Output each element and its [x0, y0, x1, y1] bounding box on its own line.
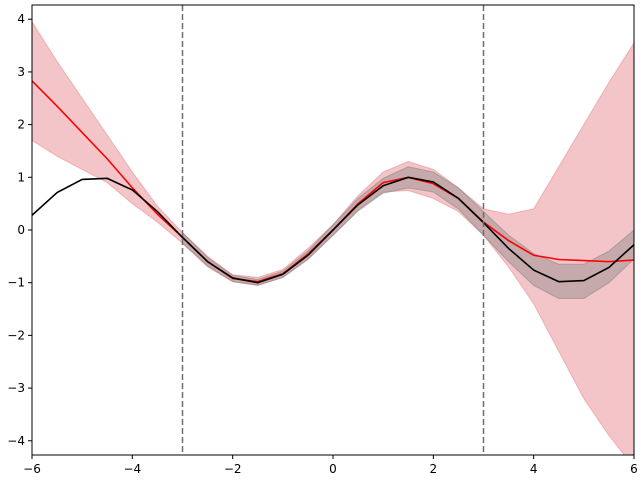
y-tick-label: 1 — [17, 170, 25, 184]
x-tick-label: −4 — [123, 462, 141, 476]
y-tick-label: 2 — [17, 118, 25, 132]
x-tick-label: −2 — [224, 462, 242, 476]
x-tick-label: 0 — [329, 462, 337, 476]
confidence-band — [32, 20, 634, 455]
x-tick-label: 4 — [530, 462, 538, 476]
line — [32, 176, 634, 284]
y-tick-label: 0 — [17, 223, 25, 237]
x-tick-label: 2 — [430, 462, 438, 476]
y-tick-label: −1 — [7, 276, 25, 290]
x-tick-label: −6 — [23, 462, 41, 476]
y-tick-label: 3 — [17, 65, 25, 79]
x-tick-label: 6 — [630, 462, 638, 476]
y-tick-label: 4 — [17, 12, 25, 26]
y-tick-label: −4 — [7, 434, 25, 448]
plot-area — [32, 5, 634, 455]
y-tick-label: −2 — [7, 328, 25, 342]
y-tick-label: −3 — [7, 381, 25, 395]
